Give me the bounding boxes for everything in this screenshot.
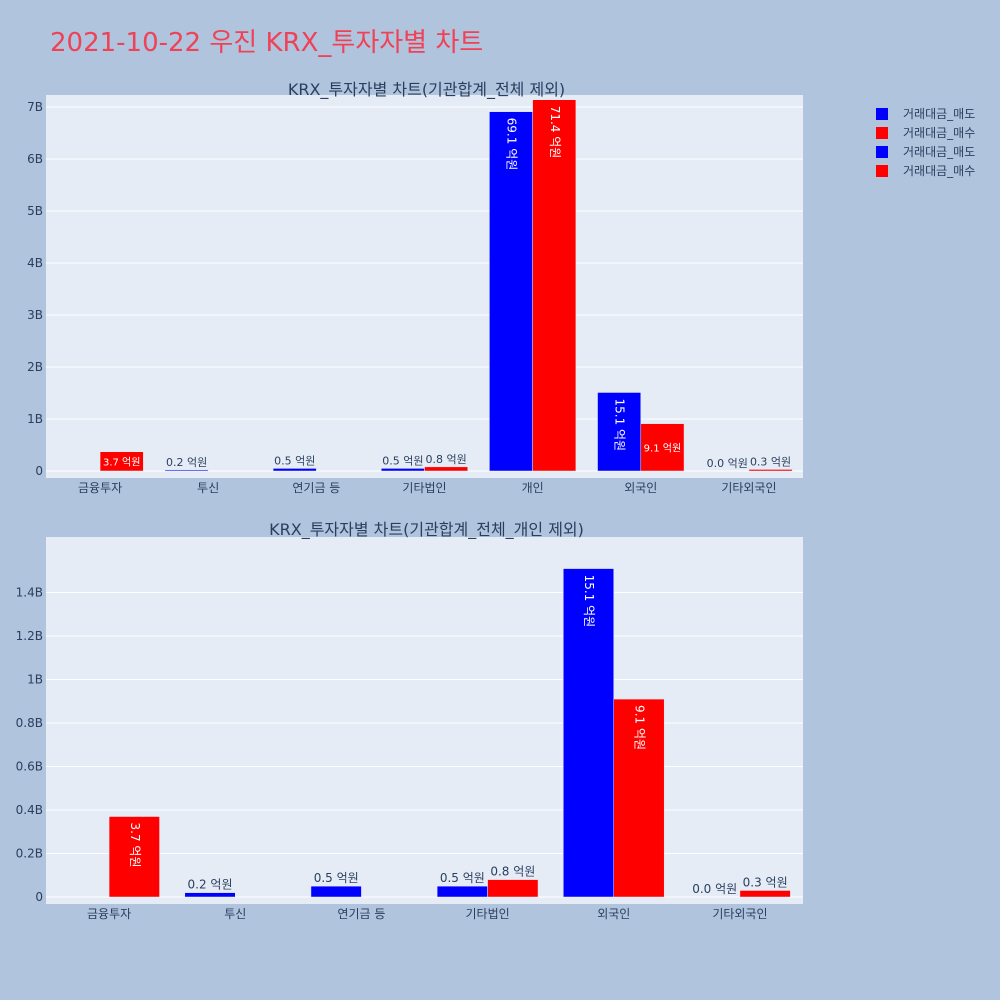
y-tick-label: 0.4B (16, 803, 43, 817)
chart-panel-2: 0 0.2B 0.4B 0.6B 0.8B 1B 1.2B 1.4B KRX_투자자별 차트(기… (16, 520, 803, 921)
y-tick-label: 2B (27, 360, 43, 374)
data-label: 3.7 억원 (128, 823, 142, 868)
bar (164, 469, 209, 472)
chart-title: KRX_투자자별 차트(기관합계_전체_개인 제외) (269, 520, 584, 540)
x-tick-label: 연기금 등 (292, 481, 340, 495)
x-tick-label: 투신 (197, 481, 219, 495)
y-tick-label: 0.6B (16, 760, 43, 774)
y-tick-label: 4B (27, 256, 43, 270)
y-tick-label: 0 (35, 464, 43, 478)
data-label: 0.0 억원 (692, 882, 737, 896)
x-tick-label: 금융투자 (87, 907, 131, 921)
plot-area (46, 537, 803, 904)
data-label: 0.8 억원 (490, 865, 535, 879)
x-tick-label: 기타외국인 (721, 481, 776, 495)
data-label: 0.8 억원 (426, 453, 467, 466)
bar (597, 392, 642, 472)
data-label: 3.7 억원 (103, 456, 140, 468)
x-tick-label: 기타법인 (402, 481, 446, 495)
y-tick-label: 0 (35, 890, 43, 904)
legend-item: 거래대금_매도 (903, 107, 975, 121)
y-tick-label: 5B (27, 204, 43, 218)
x-tick-label: 기타외국인 (712, 907, 767, 921)
legend-swatch (876, 108, 888, 120)
bar (380, 468, 425, 472)
bar (640, 423, 685, 472)
chart-title: KRX_투자자별 차트(기관합계_전체 제외) (288, 80, 565, 100)
y-tick-label: 1B (27, 673, 43, 687)
data-label: 9.1 억원 (632, 705, 646, 750)
data-label: 0.5 억원 (382, 454, 423, 467)
bar (436, 885, 488, 898)
legend-swatch (876, 146, 888, 158)
bar (310, 885, 362, 898)
chart-panel-1: 0 1B 2B 3B 4B 5B 6B 7B KRX_투자자별 차트(기관합계_전체 제외) 금융… (27, 80, 803, 495)
legend-item: 거래대금_매도 (903, 145, 975, 159)
bar (739, 890, 791, 898)
page-title: 2021-10-22 우진 KRX_투자자별 차트 (50, 28, 484, 58)
data-label: 9.1 억원 (644, 442, 681, 454)
bar (532, 99, 577, 472)
x-tick-label: 개인 (522, 481, 544, 495)
plot-area (46, 95, 803, 478)
x-tick-label: 투신 (224, 907, 246, 921)
legend-item: 거래대금_매수 (903, 126, 975, 140)
legend-swatch (876, 127, 888, 139)
bar (748, 469, 793, 472)
bar (99, 451, 144, 472)
y-tick-label: 0.8B (16, 716, 43, 730)
data-label: 0.5 억원 (314, 871, 359, 885)
x-tick-label: 기타법인 (465, 907, 509, 921)
data-label: 15.1 억원 (582, 575, 596, 628)
legend-swatch (876, 165, 888, 177)
y-tick-label: 1.2B (16, 629, 43, 643)
x-tick-label: 연기금 등 (337, 907, 385, 921)
data-label: 0.3 억원 (743, 875, 788, 889)
bar (563, 568, 614, 898)
bar (613, 698, 665, 898)
data-label: 0.2 억원 (166, 456, 207, 469)
x-tick-label: 외국인 (624, 481, 657, 495)
data-label: 69.1 억원 (505, 118, 519, 171)
y-tick-label: 1B (27, 412, 43, 426)
y-tick-label: 0.2B (16, 847, 43, 861)
y-tick-label: 7B (27, 100, 43, 114)
y-tick-label: 6B (27, 152, 43, 166)
bar (487, 879, 539, 898)
bar (108, 816, 160, 898)
x-tick-label: 외국인 (597, 907, 630, 921)
bar (424, 466, 469, 472)
legend-item: 거래대금_매수 (903, 164, 975, 178)
bar (272, 468, 317, 472)
y-tick-label: 1.4B (16, 586, 43, 600)
x-tick-label: 금융투자 (78, 481, 122, 495)
data-label: 0.2 억원 (188, 878, 233, 892)
data-label: 0.3 억원 (750, 455, 791, 468)
y-tick-label: 3B (27, 308, 43, 322)
bar (184, 892, 236, 898)
data-label: 71.4 억원 (548, 106, 562, 159)
data-label: 0.5 억원 (274, 454, 315, 467)
data-label: 0.5 억원 (440, 871, 485, 885)
data-label: 0.0 억원 (707, 457, 748, 470)
data-label: 15.1 억원 (613, 398, 627, 451)
